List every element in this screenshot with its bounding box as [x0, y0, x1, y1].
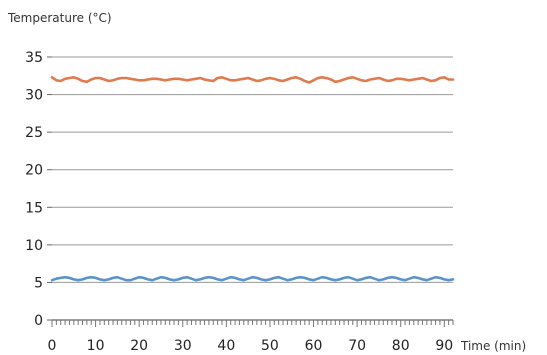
x-tick-30: 30	[174, 338, 192, 354]
y-tick-20: 20	[25, 163, 43, 179]
x-axis-label: Time (min)	[460, 339, 526, 353]
x-tick-60: 60	[305, 338, 323, 354]
series-line-1	[50, 76, 455, 84]
x-tick-labels: 0 10 20 30 40 50 60 70 80 90	[48, 338, 454, 354]
gridlines	[47, 56, 453, 321]
x-tick-90: 90	[435, 338, 453, 354]
x-minor-ticks	[51, 320, 454, 327]
x-tick-50: 50	[261, 338, 279, 354]
series-line-2	[50, 275, 455, 282]
y-tick-10: 10	[25, 238, 43, 254]
x-tick-0: 0	[48, 338, 57, 354]
y-tick-labels: 0 5 10 15 20 25 30 35	[25, 50, 43, 329]
y-tick-15: 15	[25, 200, 43, 216]
y-tick-30: 30	[25, 88, 43, 104]
y-tick-0: 0	[34, 313, 43, 329]
x-tick-40: 40	[217, 338, 235, 354]
y-tick-25: 25	[25, 125, 43, 141]
x-tick-20: 20	[130, 338, 148, 354]
x-tick-10: 10	[87, 338, 105, 354]
x-tick-70: 70	[348, 338, 366, 354]
x-tick-80: 80	[392, 338, 410, 354]
series-lines	[50, 76, 455, 282]
y-axis-label: Temperature (°C)	[7, 11, 112, 25]
y-tick-5: 5	[34, 275, 43, 291]
y-tick-35: 35	[25, 50, 43, 66]
